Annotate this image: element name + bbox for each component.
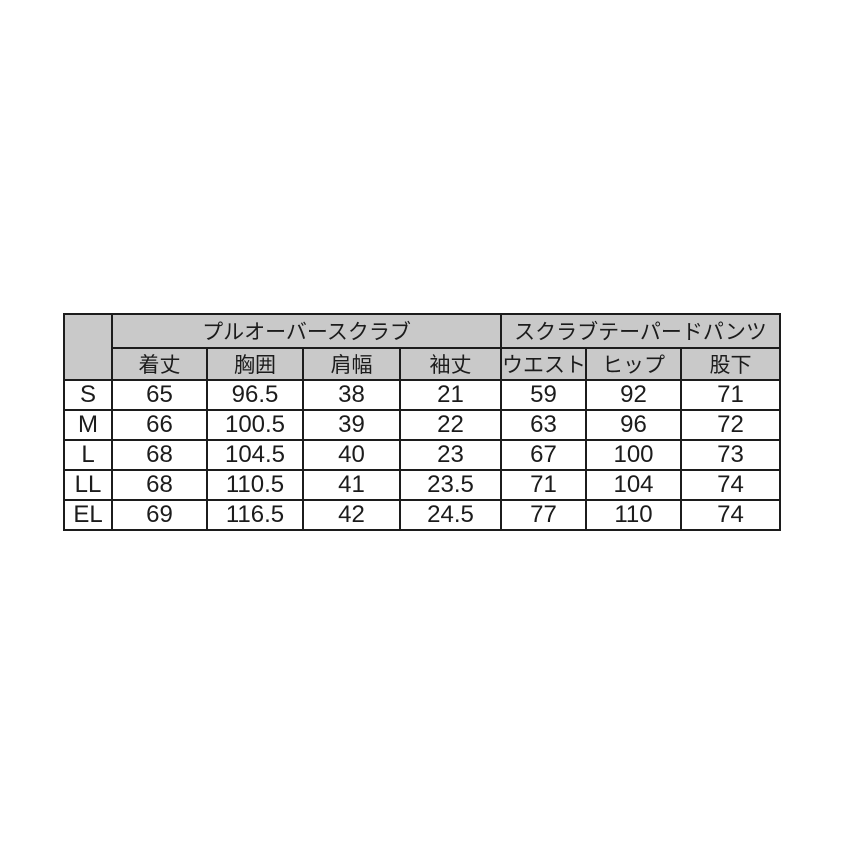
- value-cell: 73: [679, 439, 782, 471]
- group-header-row: プルオーバースクラブ スクラブテーパードパンツ: [63, 313, 782, 381]
- group-header-pullover-scrub: プルオーバースクラブ: [111, 313, 502, 349]
- column-header-chest: 胸囲: [206, 347, 304, 381]
- value-cell: 71: [679, 379, 782, 411]
- value-cell: 74: [679, 469, 782, 501]
- value-cell: 72: [679, 409, 782, 441]
- value-cell: 92: [585, 379, 682, 411]
- value-cell: 116.5: [206, 499, 304, 531]
- column-header-waist: ウエスト: [500, 347, 587, 381]
- value-cell: 23.5: [399, 469, 502, 501]
- value-cell: 40: [302, 439, 401, 471]
- size-label: LL: [63, 469, 113, 501]
- column-header-shoulder: 肩幅: [302, 347, 401, 381]
- value-cell: 74: [679, 499, 782, 531]
- column-header-inseam: 股下: [679, 347, 782, 381]
- value-cell: 65: [111, 379, 208, 411]
- value-cell: 38: [302, 379, 401, 411]
- value-cell: 104: [585, 469, 682, 501]
- size-label: EL: [63, 499, 113, 531]
- column-header-hip: ヒップ: [585, 347, 682, 381]
- table-row-size-m: M 66 100.5 39 22 63 96 72: [63, 409, 782, 441]
- value-cell: 63: [500, 409, 587, 441]
- size-label: M: [63, 409, 113, 441]
- value-cell: 68: [111, 469, 208, 501]
- value-cell: 39: [302, 409, 401, 441]
- value-cell: 96: [585, 409, 682, 441]
- table-row-size-ll: LL 68 110.5 41 23.5 71 104 74: [63, 469, 782, 501]
- value-cell: 68: [111, 439, 208, 471]
- size-label: S: [63, 379, 113, 411]
- value-cell: 77: [500, 499, 587, 531]
- value-cell: 66: [111, 409, 208, 441]
- table-row-size-s: S 65 96.5 38 21 59 92 71: [63, 379, 782, 411]
- column-header-row: 着丈 胸囲 肩幅 袖丈 ウエスト ヒップ 股下: [64, 347, 782, 381]
- column-header-length: 着丈: [111, 347, 208, 381]
- table-row-size-l: L 68 104.5 40 23 67 100 73: [63, 439, 782, 471]
- value-cell: 22: [399, 409, 502, 441]
- value-cell: 71: [500, 469, 587, 501]
- table-row-size-el: EL 69 116.5 42 24.5 77 110 74: [63, 499, 782, 531]
- value-cell: 23: [399, 439, 502, 471]
- size-chart-table: プルオーバースクラブ スクラブテーパードパンツ 着丈 胸囲 肩幅 袖丈 ウエスト…: [63, 313, 782, 531]
- value-cell: 24.5: [399, 499, 502, 531]
- value-cell: 96.5: [206, 379, 304, 411]
- value-cell: 104.5: [206, 439, 304, 471]
- group-header-tapered-pants: スクラブテーパードパンツ: [499, 313, 782, 349]
- value-cell: 67: [500, 439, 587, 471]
- value-cell: 69: [111, 499, 208, 531]
- value-cell: 110.5: [206, 469, 304, 501]
- value-cell: 21: [399, 379, 502, 411]
- column-header-sleeve: 袖丈: [399, 347, 502, 381]
- size-label: L: [63, 439, 113, 471]
- value-cell: 100: [585, 439, 682, 471]
- value-cell: 41: [302, 469, 401, 501]
- value-cell: 42: [302, 499, 401, 531]
- value-cell: 100.5: [206, 409, 304, 441]
- value-cell: 59: [500, 379, 587, 411]
- value-cell: 110: [585, 499, 682, 531]
- corner-cell: [63, 313, 113, 381]
